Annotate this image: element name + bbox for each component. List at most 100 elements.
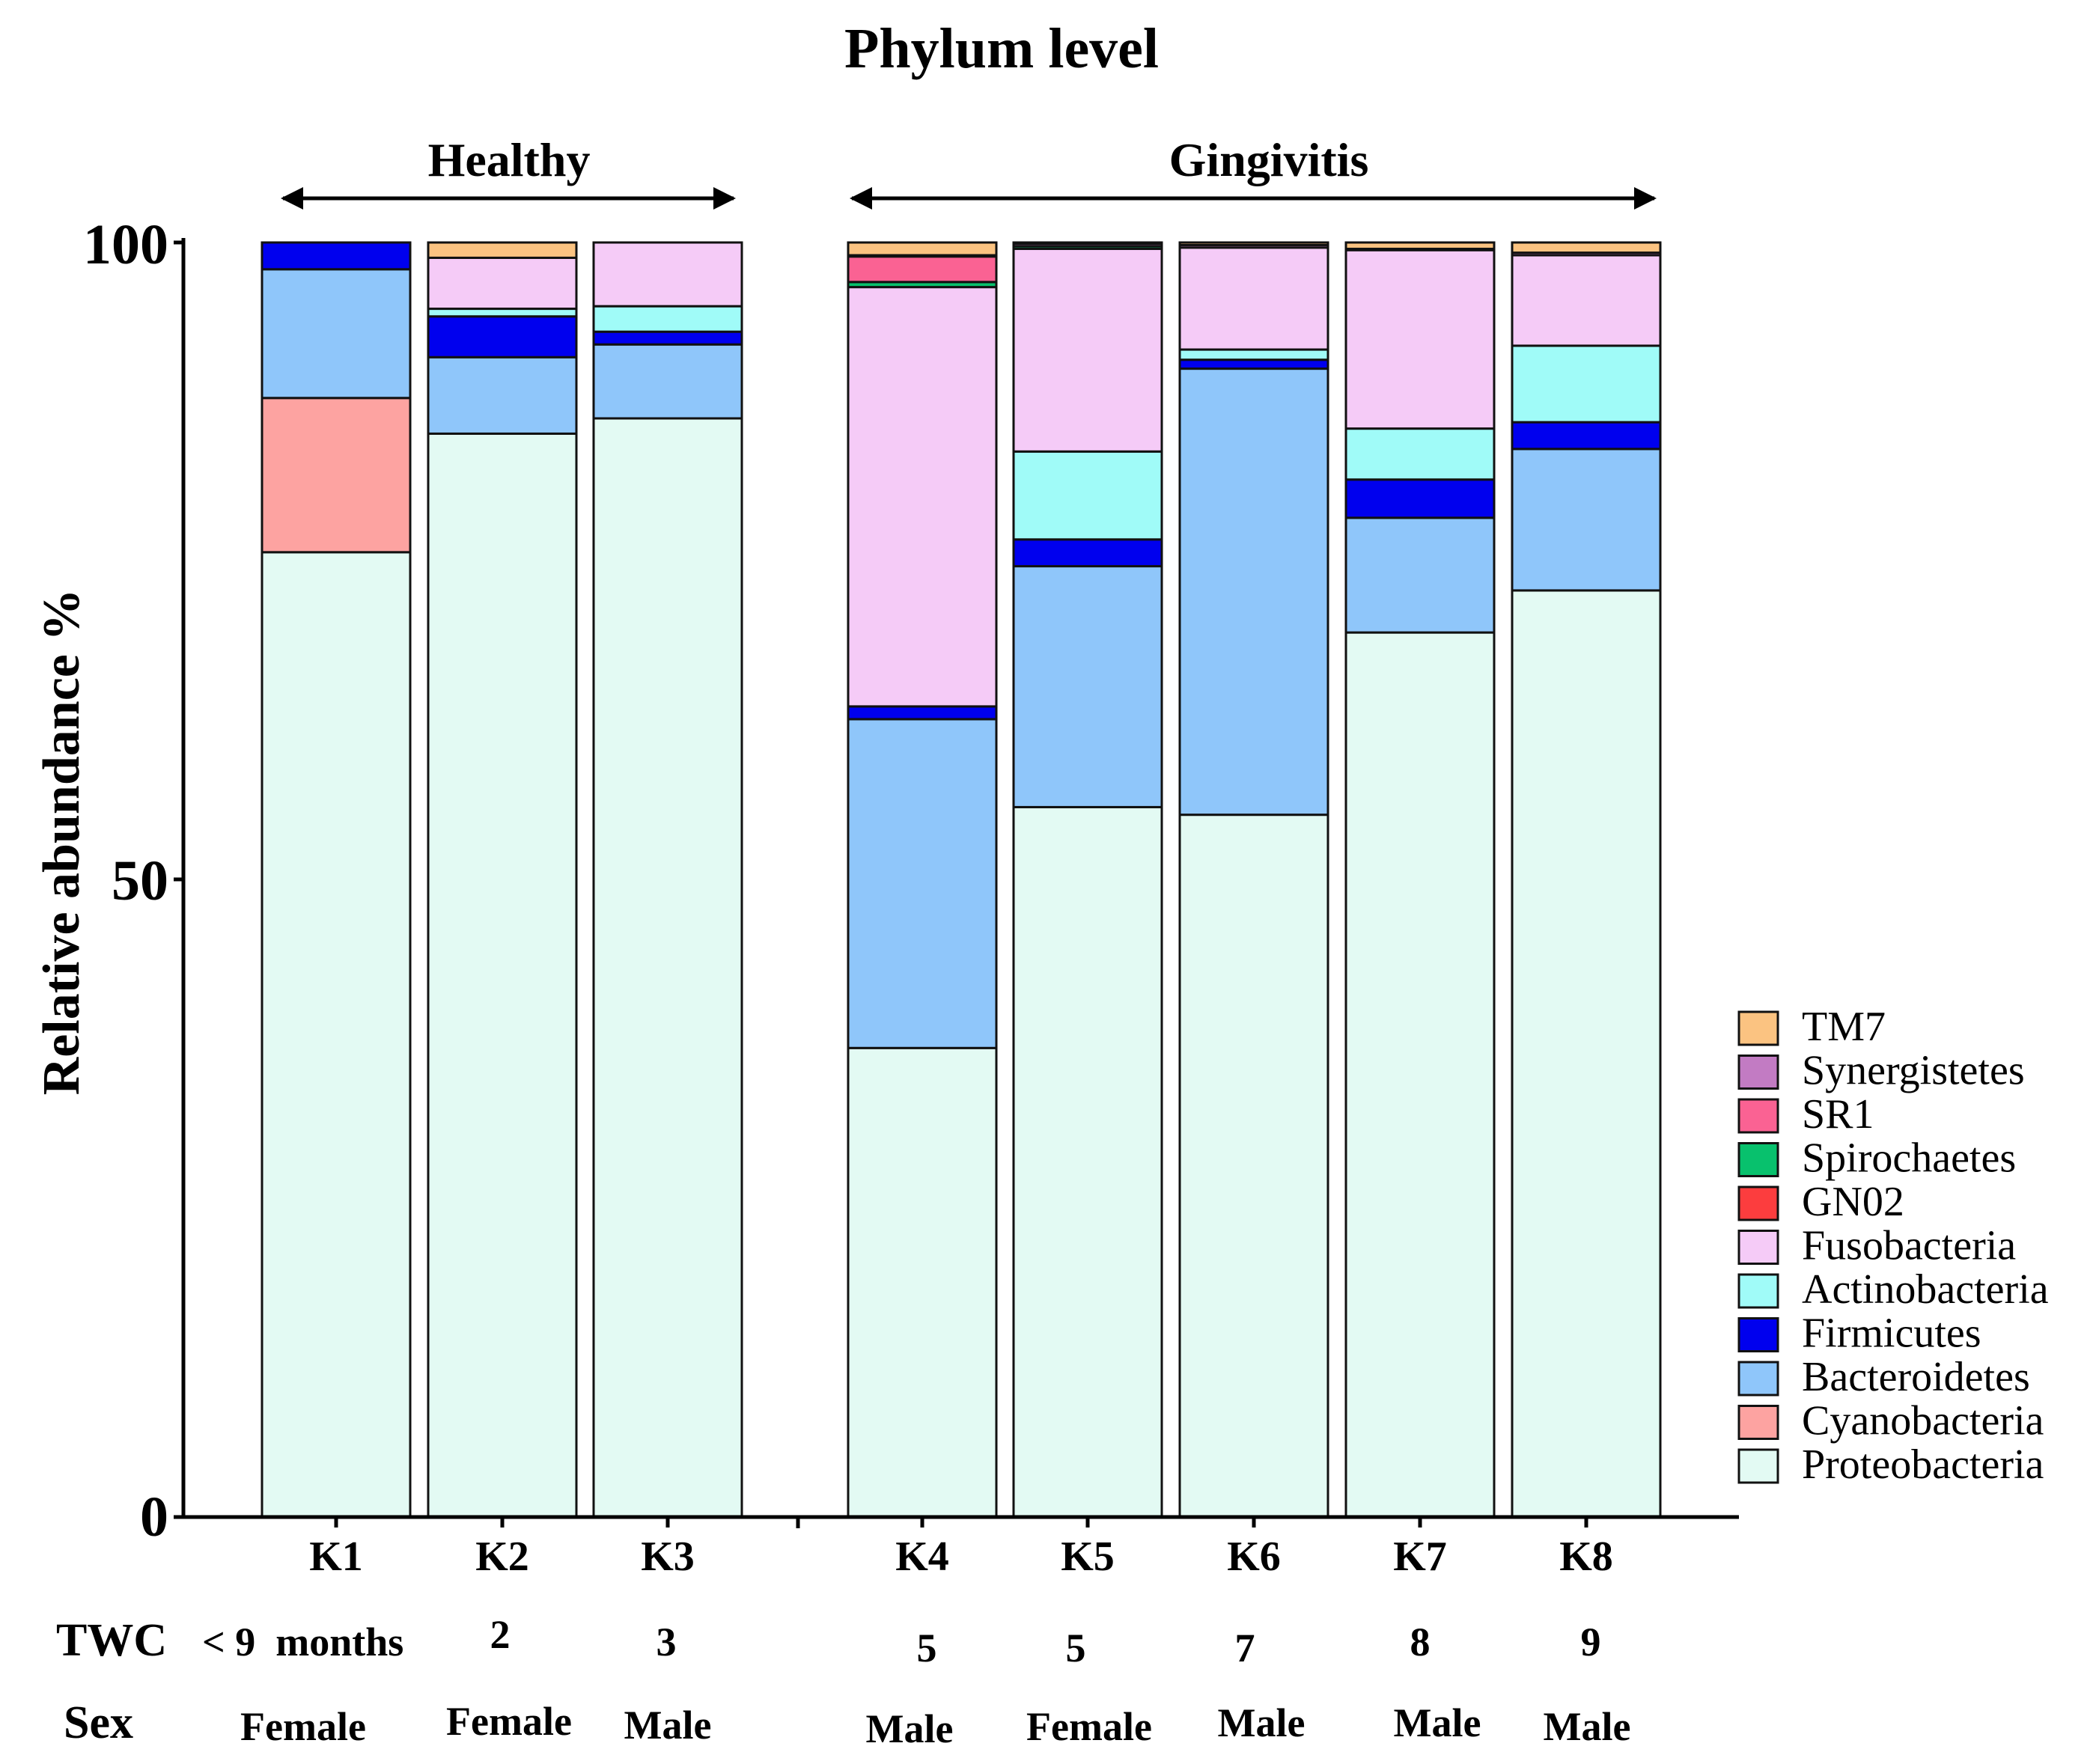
group-label-gingivitis: Gingivitis	[1169, 133, 1369, 186]
bar-segment-k6-proteobacteria	[1178, 814, 1329, 1519]
axes-layer	[174, 238, 1739, 1528]
twc-row-header: TWC	[56, 1615, 167, 1666]
y-tick-label-0: 0	[140, 1486, 168, 1548]
legend-label-tm7: TM7	[1802, 1004, 1886, 1050]
y-tick-label-50: 50	[112, 849, 168, 912]
legend-label-firmicutes: Firmicutes	[1802, 1310, 1981, 1357]
sex-value-k1: Female	[240, 1704, 366, 1749]
x-tick-label-k4: K4	[895, 1533, 949, 1580]
bar-segment-k7-actinobacteria	[1344, 427, 1496, 481]
legend-swatch-spirochaetes	[1737, 1142, 1779, 1177]
legend-swatch-tm7	[1737, 1010, 1779, 1046]
legend-label-gn02: GN02	[1802, 1179, 1904, 1225]
x-tick-label-k5: K5	[1061, 1533, 1115, 1580]
bar-segment-k6-actinobacteria	[1178, 348, 1329, 361]
bar-segment-k3-proteobacteria	[592, 417, 743, 1519]
x-tick-label-k1: K1	[309, 1533, 363, 1580]
bar-segment-k2-firmicutes	[427, 315, 578, 358]
x-labels-layer: K1 < 9 months Female K2 2 Female K3 3 Male K4 5 Mal…	[202, 1533, 1630, 1751]
bar-segment-k1-cyanobacteria	[261, 397, 412, 554]
bar-segment-k8-fusobacteria	[1511, 254, 1662, 347]
bar-segment-k1-bacteroidetes	[261, 268, 412, 400]
y-tick-label-100: 100	[83, 213, 168, 276]
bar-segment-k3-actinobacteria	[592, 305, 743, 333]
legend: TM7SynergistetesSR1SpirochaetesGN02Fusob…	[1737, 1004, 2049, 1488]
bars-layer	[261, 241, 1662, 1519]
legend-label-proteobacteria: Proteobacteria	[1802, 1441, 2044, 1488]
bar-segment-k2-fusobacteria	[427, 256, 578, 311]
legend-label-fusobacteria: Fusobacteria	[1802, 1223, 2016, 1269]
twc-value-k4: 5	[917, 1626, 937, 1670]
sex-value-k8: Male	[1544, 1704, 1631, 1749]
bar-segment-k2-tm7	[427, 241, 578, 259]
x-tick-label-k6: K6	[1227, 1533, 1281, 1580]
x-tick-label-k3: K3	[641, 1533, 695, 1580]
twc-value-k7: 8	[1410, 1620, 1431, 1664]
bar-segment-k3-bacteroidetes	[592, 343, 743, 420]
bar-segment-k5-bacteroidetes	[1012, 565, 1163, 808]
legend-label-cyanobacteria: Cyanobacteria	[1802, 1398, 2044, 1444]
legend-swatch-sr1	[1737, 1098, 1779, 1134]
sex-value-k5: Female	[1026, 1704, 1152, 1749]
bar-segment-k8-proteobacteria	[1511, 589, 1662, 1519]
bar-segment-k4-firmicutes	[847, 705, 998, 721]
twc-value-k3: 3	[656, 1620, 677, 1664]
bar-segment-k8-firmicutes	[1511, 421, 1662, 451]
bar-segment-k2-actinobacteria	[427, 308, 578, 318]
bar-segment-k3-firmicutes	[592, 330, 743, 346]
bar-segment-k6-fusobacteria	[1178, 246, 1329, 351]
sex-value-k2: Female	[446, 1699, 572, 1744]
bar-segment-k1-proteobacteria	[261, 551, 412, 1519]
legend-swatch-fusobacteria	[1737, 1230, 1779, 1265]
bar-segment-k2-proteobacteria	[427, 432, 578, 1519]
x-tick-label-k2: K2	[475, 1533, 529, 1580]
sex-row-header: Sex	[64, 1697, 133, 1748]
legend-label-actinobacteria: Actinobacteria	[1802, 1266, 2049, 1313]
y-axis-label: Relative abundance %	[33, 589, 91, 1096]
legend-swatch-bacteroidetes	[1737, 1361, 1779, 1397]
twc-value-k1: < 9 months	[202, 1620, 403, 1664]
bar-segment-k4-proteobacteria	[847, 1046, 998, 1519]
bar-segment-k7-proteobacteria	[1344, 631, 1496, 1519]
x-tick-label-k7: K7	[1393, 1533, 1447, 1580]
bar-segment-k6-bacteroidetes	[1178, 367, 1329, 817]
bar-segment-k2-bacteroidetes	[427, 355, 578, 435]
legend-label-synergistetes: Synergistetes	[1802, 1048, 2025, 1094]
sex-value-k7: Male	[1394, 1700, 1481, 1745]
legend-label-spirochaetes: Spirochaetes	[1802, 1135, 2016, 1182]
bar-segment-k4-fusobacteria	[847, 286, 998, 708]
x-tick-label-k8: K8	[1559, 1533, 1613, 1580]
sex-value-k6: Male	[1218, 1700, 1306, 1745]
legend-swatch-synergistetes	[1737, 1055, 1779, 1090]
twc-value-k2: 2	[490, 1612, 511, 1657]
sex-value-k4: Male	[866, 1706, 954, 1751]
legend-swatch-proteobacteria	[1737, 1448, 1779, 1484]
bar-segment-k5-fusobacteria	[1012, 248, 1163, 453]
twc-value-k5: 5	[1066, 1626, 1086, 1670]
legend-swatch-cyanobacteria	[1737, 1405, 1779, 1440]
bar-segment-k5-actinobacteria	[1012, 450, 1163, 541]
legend-label-sr1: SR1	[1802, 1091, 1874, 1138]
bar-segment-k7-bacteroidetes	[1344, 516, 1496, 634]
sex-value-k3: Male	[624, 1703, 712, 1748]
legend-swatch-actinobacteria	[1737, 1273, 1779, 1309]
bar-segment-k7-fusobacteria	[1344, 248, 1496, 430]
twc-value-k6: 7	[1235, 1626, 1255, 1670]
twc-value-k8: 9	[1581, 1620, 1601, 1664]
bar-segment-k1-firmicutes	[261, 241, 412, 271]
bar-segment-k4-sr1	[847, 255, 998, 284]
bar-segment-k4-tm7	[847, 241, 998, 257]
bar-segment-k6-firmicutes	[1178, 358, 1329, 370]
bar-segment-k4-bacteroidetes	[847, 718, 998, 1049]
bar-segment-k5-firmicutes	[1012, 538, 1163, 568]
group-label-healthy: Healthy	[428, 133, 591, 186]
legend-swatch-firmicutes	[1737, 1317, 1779, 1352]
bar-segment-k5-proteobacteria	[1012, 805, 1163, 1519]
bar-segment-k7-firmicutes	[1344, 478, 1496, 519]
legend-swatch-gn02	[1737, 1185, 1779, 1221]
legend-label-bacteroidetes: Bacteroidetes	[1802, 1354, 2030, 1400]
bar-segment-k8-tm7	[1511, 241, 1662, 254]
bar-segment-k3-fusobacteria	[592, 241, 743, 308]
bar-segment-k8-bacteroidetes	[1511, 448, 1662, 592]
